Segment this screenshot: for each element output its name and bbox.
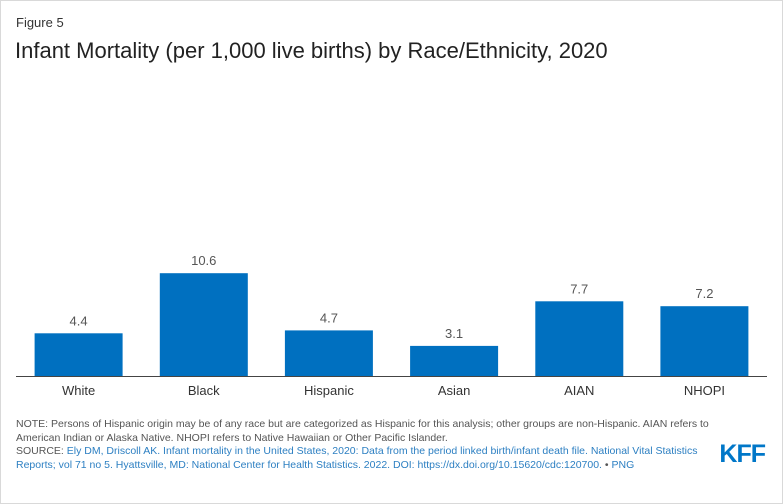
chart-title: Infant Mortality (per 1,000 live births)… [15, 38, 608, 63]
data-label-hispanic: 4.7 [320, 310, 338, 325]
kff-logo[interactable]: KFF [719, 440, 766, 468]
source-separator: • [601, 458, 612, 471]
bar-hispanic [284, 330, 373, 376]
png-link[interactable]: PNG [611, 458, 635, 471]
chart-notes: NOTE: Persons of Hispanic origin may be … [16, 418, 716, 472]
data-label-aian: 7.7 [570, 281, 588, 296]
data-label-asian: 3.1 [445, 326, 463, 341]
source-prefix: SOURCE: [16, 445, 67, 457]
x-tick-label-nhopi: NHOPI [684, 383, 725, 398]
bar-asian [410, 345, 499, 376]
bar-nhopi [660, 306, 749, 376]
data-label-black: 10.6 [191, 253, 216, 268]
x-tick-label-asian: Asian [438, 383, 471, 398]
data-label-white: 4.4 [70, 313, 88, 328]
bar-aian [535, 301, 624, 376]
note-text: NOTE: Persons of Hispanic origin may be … [16, 418, 709, 444]
x-tick-label-aian: AIAN [564, 383, 594, 398]
source-text: SOURCE: Ely DM, Driscoll AK. Infant mort… [16, 445, 716, 472]
bar-black [159, 273, 248, 376]
bar-chart: 4.4 White 10.6 Black 4.7 Hispanic 3.1 Asian 7.7 A… [16, 253, 767, 398]
data-label-nhopi: 7.2 [695, 286, 713, 301]
x-tick-label-white: White [62, 383, 95, 398]
figure-label: Figure 5 [16, 15, 64, 30]
bar-white [34, 333, 123, 376]
x-tick-label-hispanic: Hispanic [304, 383, 354, 398]
source-link[interactable]: Ely DM, Driscoll AK. Infant mortality in… [16, 445, 698, 471]
x-tick-label-black: Black [188, 383, 220, 398]
